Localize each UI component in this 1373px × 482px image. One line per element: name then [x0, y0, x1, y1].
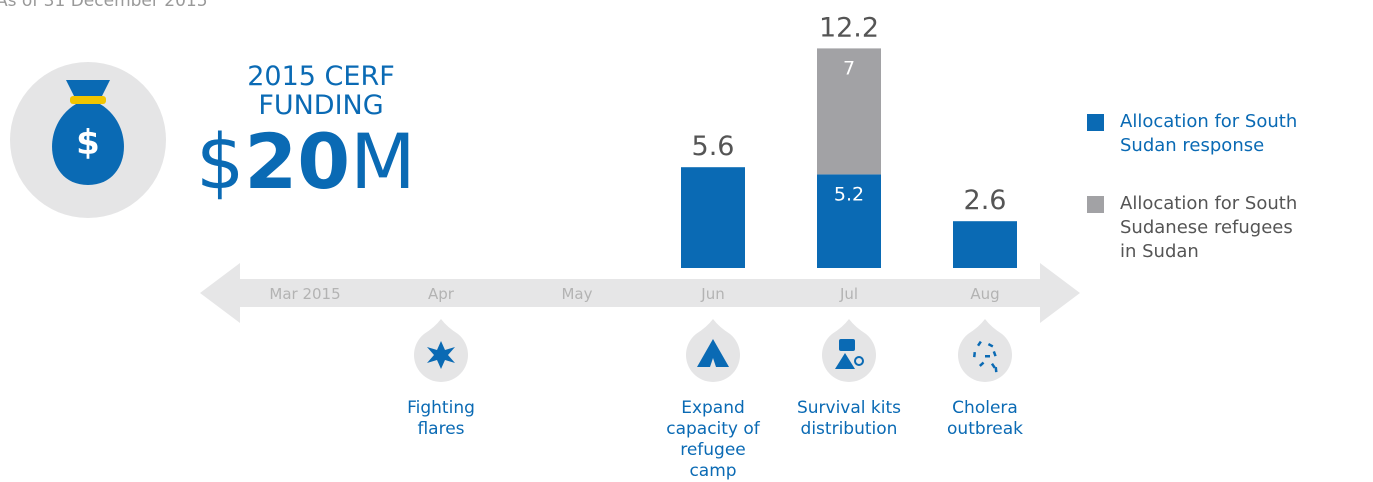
bar: [953, 221, 1017, 268]
note: As of 31 December 2015: [0, 0, 208, 11]
event-icon: [990, 363, 996, 369]
event-icon: [839, 339, 855, 351]
x-tick-label: Jul: [839, 285, 858, 303]
page: As of 31 December 2015 2015 CERF FUNDING…: [0, 0, 1298, 481]
bar: [817, 48, 881, 175]
event-icon: [992, 351, 997, 357]
event-label: Expand capacity of refugee camp: [666, 398, 760, 481]
amount-prefix: $: [196, 117, 245, 206]
amount: $20M: [196, 122, 416, 202]
legend-label: Allocation for South Sudan response: [1120, 111, 1298, 156]
legend-swatch: [1087, 196, 1104, 213]
event-icon: [854, 356, 864, 366]
total-label: 12.2: [819, 12, 879, 43]
x-tick-label: Mar 2015: [269, 285, 340, 303]
event-icon: [977, 340, 982, 347]
bar: [681, 167, 745, 268]
event-icon: [987, 342, 994, 348]
svg-text:$: $: [76, 123, 100, 163]
amount-number: 20: [244, 117, 351, 206]
bar-value-label: 5.2: [834, 183, 864, 205]
event-icon: [994, 366, 998, 373]
event-bubble: [958, 319, 1013, 382]
bar: [817, 174, 881, 268]
timeline-arrow: [200, 263, 1080, 323]
x-tick-label: May: [561, 285, 592, 303]
event-icon: [427, 341, 455, 369]
legend-swatch: [1087, 114, 1104, 131]
event-icon: [697, 339, 729, 367]
amount-suffix: M: [350, 117, 416, 206]
chart: $ Mar 2015 Apr May Jun Jul Aug 5.6 5.2 7 12.2 2.6: [10, 12, 1104, 382]
event-label: Fighting flares: [407, 398, 475, 439]
money-bag: $: [52, 80, 124, 185]
event: [686, 319, 741, 382]
event-label: Survival kits distribution: [796, 398, 902, 439]
bar-value-label: 5.6: [692, 131, 735, 162]
x-tick-label: Jun: [700, 285, 724, 303]
event: [822, 319, 876, 382]
title: 2015 CERF FUNDING: [247, 61, 395, 121]
event-icon: [835, 353, 855, 369]
bar-value-label: 7: [843, 57, 855, 79]
event-icon: [973, 352, 977, 358]
event-icon: [979, 361, 985, 367]
bar-value-label: 2.6: [964, 185, 1007, 216]
event-icon: [985, 355, 990, 358]
x-tick-label: Aug: [970, 285, 999, 303]
event: [958, 319, 1013, 382]
event: [414, 319, 468, 382]
legend-label: Allocation for South Sudanese refugees i…: [1120, 193, 1298, 262]
event-label: Cholera outbreak: [947, 398, 1023, 439]
x-tick-label: Apr: [428, 285, 455, 303]
